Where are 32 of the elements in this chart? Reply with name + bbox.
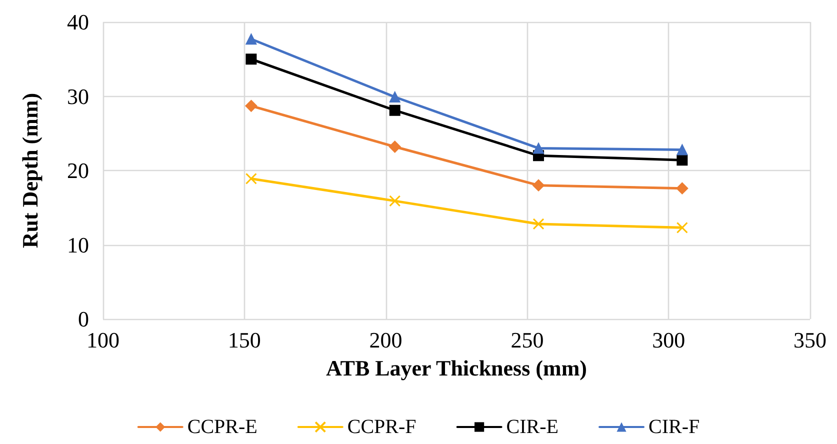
y-tick-label: 30 bbox=[67, 84, 89, 109]
point bbox=[246, 34, 257, 45]
legend-label: CIR-F bbox=[648, 416, 700, 438]
x-tick-label: 250 bbox=[510, 328, 544, 352]
point bbox=[676, 144, 688, 156]
x-tick-label: 350 bbox=[794, 328, 826, 352]
legend-label: CCPR-F bbox=[347, 416, 416, 438]
x-tick-label: 300 bbox=[652, 328, 686, 352]
point bbox=[245, 172, 257, 184]
x-axis-title: ATB Layer Thickness (mm) bbox=[326, 356, 587, 380]
point bbox=[532, 218, 544, 230]
point bbox=[676, 154, 688, 166]
x-tick-label: 100 bbox=[86, 328, 120, 352]
y-tick-label: 0 bbox=[78, 306, 89, 332]
x-tick-label: 150 bbox=[228, 328, 261, 352]
legend-label: CIR-E bbox=[506, 416, 559, 438]
y-tick-label: 40 bbox=[67, 10, 89, 34]
point bbox=[532, 179, 545, 192]
point bbox=[676, 222, 688, 234]
point bbox=[389, 104, 400, 116]
y-tick-label: 10 bbox=[67, 232, 89, 258]
point bbox=[246, 54, 257, 65]
point bbox=[676, 182, 688, 194]
point bbox=[389, 91, 400, 102]
legend-label: CCPR-E bbox=[187, 416, 258, 438]
y-axis-title: Rut Depth (mm) bbox=[18, 92, 42, 248]
y-tick-label: 20 bbox=[67, 158, 89, 183]
point bbox=[389, 195, 401, 207]
point bbox=[245, 100, 258, 112]
point bbox=[388, 140, 401, 153]
x-tick-label: 200 bbox=[369, 328, 402, 352]
point bbox=[533, 142, 544, 154]
